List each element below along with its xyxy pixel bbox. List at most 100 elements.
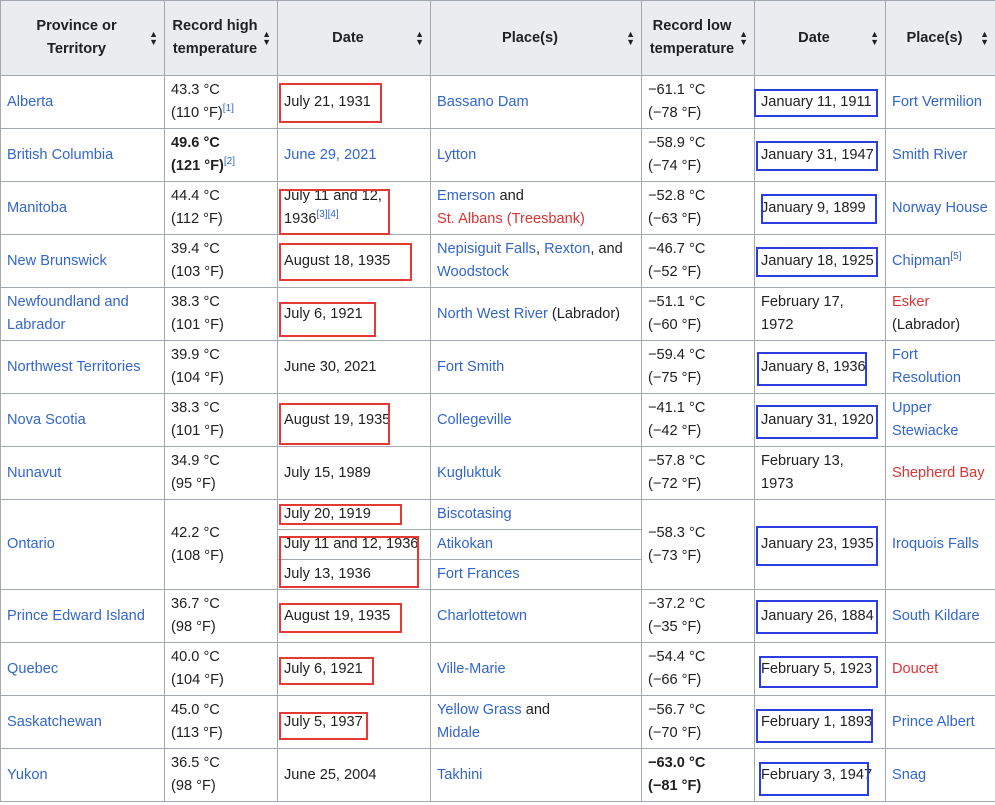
place-link[interactable]: Ville-Marie: [437, 660, 506, 677]
province-link-manitoba[interactable]: Manitoba: [7, 199, 68, 216]
low-date-cell: January 23, 1935: [754, 499, 886, 590]
place-link[interactable]: Fort Vermilion: [892, 93, 983, 110]
sort-icon[interactable]: ▲ ▼: [415, 29, 424, 47]
reference-link[interactable]: [2]: [223, 156, 235, 168]
low-date-cell: January 11, 1911: [754, 75, 886, 129]
low-date-cell: February 5, 1923: [754, 642, 886, 696]
high-date-cell: June 25, 2004: [277, 748, 431, 802]
high-date-cell: August 19, 1935: [277, 393, 431, 447]
place-link[interactable]: South Kildare: [892, 607, 980, 624]
province-link-quebec[interactable]: Quebec: [7, 660, 59, 677]
record-low-cell: −46.7 °C (−52 °F): [641, 234, 755, 288]
province-link-british-columbia[interactable]: British Columbia: [7, 146, 114, 163]
column-header-low-places[interactable]: Place(s) ▲ ▼: [885, 0, 995, 76]
place-link[interactable]: Bassano Dam: [437, 93, 529, 110]
column-header-record-high[interactable]: Record high temperature ▲ ▼: [164, 0, 278, 76]
reference-link[interactable]: [5]: [950, 250, 962, 262]
place-link[interactable]: North West River: [437, 305, 548, 322]
high-date-cell: July 6, 1921: [277, 642, 431, 696]
place-redlink[interactable]: Esker: [892, 294, 930, 310]
reference-link[interactable]: [1]: [222, 103, 234, 115]
column-header-high-date[interactable]: Date ▲ ▼: [277, 0, 431, 76]
high-date-cell: July 11 and 12, 1936[3][4]: [277, 181, 431, 235]
low-date-cell: February 13, 1973: [754, 446, 886, 500]
place-link[interactable]: Fort Frances: [437, 566, 520, 582]
record-low-cell: −63.0 °C (−81 °F): [641, 748, 755, 802]
sort-icon[interactable]: ▲ ▼: [262, 29, 271, 47]
place-link[interactable]: Woodstock: [437, 264, 509, 280]
low-date-cell: February 17, 1972: [754, 287, 886, 341]
sort-icon[interactable]: ▲ ▼: [739, 29, 748, 47]
record-low-cell: −37.2 °C (−35 °F): [641, 589, 755, 643]
place-link[interactable]: Fort Resolution: [892, 347, 961, 386]
place-link[interactable]: Collegeville: [437, 411, 512, 428]
high-date-cell: July 15, 1989: [277, 446, 431, 500]
place-link[interactable]: Biscotasing: [437, 506, 512, 522]
column-header-province[interactable]: Province or Territory ▲ ▼: [0, 0, 165, 76]
place-link[interactable]: Yellow Grass: [437, 702, 522, 718]
high-date-link[interactable]: June 29, 2021: [284, 146, 377, 163]
column-header-low-date[interactable]: Date ▲ ▼: [754, 0, 886, 76]
place-link[interactable]: Chipman: [892, 252, 951, 269]
province-link-nunavut[interactable]: Nunavut: [7, 464, 62, 481]
place-link[interactable]: Norway House: [892, 199, 988, 216]
place-link[interactable]: Emerson: [437, 188, 496, 204]
table-row: Ontario 42.2 °C (108 °F) July 20, 1919 Bi…: [0, 499, 995, 590]
reference-link[interactable]: [4]: [327, 209, 339, 221]
reference-link[interactable]: [3]: [316, 209, 328, 221]
province-link-yukon[interactable]: Yukon: [7, 766, 48, 783]
province-link-ontario[interactable]: Ontario: [7, 536, 55, 552]
high-date-cell: July 20, 1919: [277, 499, 431, 530]
province-link-alberta[interactable]: Alberta: [7, 93, 54, 110]
record-high-cell: 39.4 °C (103 °F): [164, 234, 278, 288]
province-link-nova-scotia[interactable]: Nova Scotia: [7, 411, 86, 428]
place-link[interactable]: Atikokan: [437, 536, 493, 552]
province-link-newfoundland-and-labrador[interactable]: Newfoundland and Labrador: [7, 294, 129, 333]
record-high-cell: 36.5 °C (98 °F): [164, 748, 278, 802]
column-header-record-low[interactable]: Record low temperature ▲ ▼: [641, 0, 755, 76]
place-link[interactable]: Nepisiguit Falls: [437, 241, 536, 257]
place-link[interactable]: Midale: [437, 725, 480, 741]
table-row: Newfoundland and Labrador 38.3 °C (101 °F)…: [0, 287, 995, 341]
province-link-saskatchewan[interactable]: Saskatchewan: [7, 713, 102, 730]
place-redlink[interactable]: Shepherd Bay: [892, 464, 985, 481]
place-link[interactable]: Upper Stewiacke: [892, 400, 959, 439]
low-date-cell: January 18, 1925: [754, 234, 886, 288]
place-link[interactable]: Prince Albert: [892, 713, 975, 730]
column-header-high-places[interactable]: Place(s) ▲ ▼: [430, 0, 642, 76]
province-link-northwest-territories[interactable]: Northwest Territories: [7, 358, 141, 375]
record-low-cell: −56.7 °C (−70 °F): [641, 695, 755, 749]
place-link[interactable]: Iroquois Falls: [892, 536, 979, 552]
sort-icon[interactable]: ▲ ▼: [149, 29, 158, 47]
table-row: Nunavut 34.9 °C (95 °F) July 15, 1989 Kug…: [0, 446, 995, 500]
place-redlink[interactable]: St. Albans (Treesbank): [437, 211, 585, 227]
place-link[interactable]: Snag: [892, 766, 927, 783]
place-link[interactable]: Rexton: [544, 241, 591, 257]
low-date-cell: February 3, 1947: [754, 748, 886, 802]
province-link-prince-edward-island[interactable]: Prince Edward Island: [7, 607, 145, 624]
record-high-cell: 44.4 °C (112 °F): [164, 181, 278, 235]
place-link[interactable]: Charlottetown: [437, 607, 528, 624]
low-date-cell: January 9, 1899: [754, 181, 886, 235]
high-date-cell: July 11 and 12, 1936: [277, 529, 431, 560]
place-redlink[interactable]: Doucet: [892, 660, 939, 677]
record-low-cell: −54.4 °C (−66 °F): [641, 642, 755, 696]
place-link[interactable]: Lytton: [437, 146, 477, 163]
record-high-cell: 42.2 °C (108 °F): [164, 499, 278, 590]
record-high-cell: 38.3 °C (101 °F): [164, 393, 278, 447]
sort-icon[interactable]: ▲ ▼: [980, 29, 989, 47]
place-link[interactable]: Smith River: [892, 146, 968, 163]
table-row: British Columbia 49.6 °C (121 °F)[2] June…: [0, 128, 995, 182]
place-link[interactable]: Kugluktuk: [437, 464, 502, 481]
table-row: Nova Scotia 38.3 °C (101 °F) August 19, 1…: [0, 393, 995, 447]
record-low-cell: −59.4 °C (−75 °F): [641, 340, 755, 394]
low-date-cell: February 1, 1893: [754, 695, 886, 749]
record-high-cell: 40.0 °C (104 °F): [164, 642, 278, 696]
sort-icon[interactable]: ▲ ▼: [870, 29, 879, 47]
high-date-cell: July 5, 1937: [277, 695, 431, 749]
sort-icon[interactable]: ▲ ▼: [626, 29, 635, 47]
place-link[interactable]: Takhini: [437, 766, 483, 783]
place-link[interactable]: Fort Smith: [437, 358, 505, 375]
province-link-new-brunswick[interactable]: New Brunswick: [7, 252, 107, 269]
